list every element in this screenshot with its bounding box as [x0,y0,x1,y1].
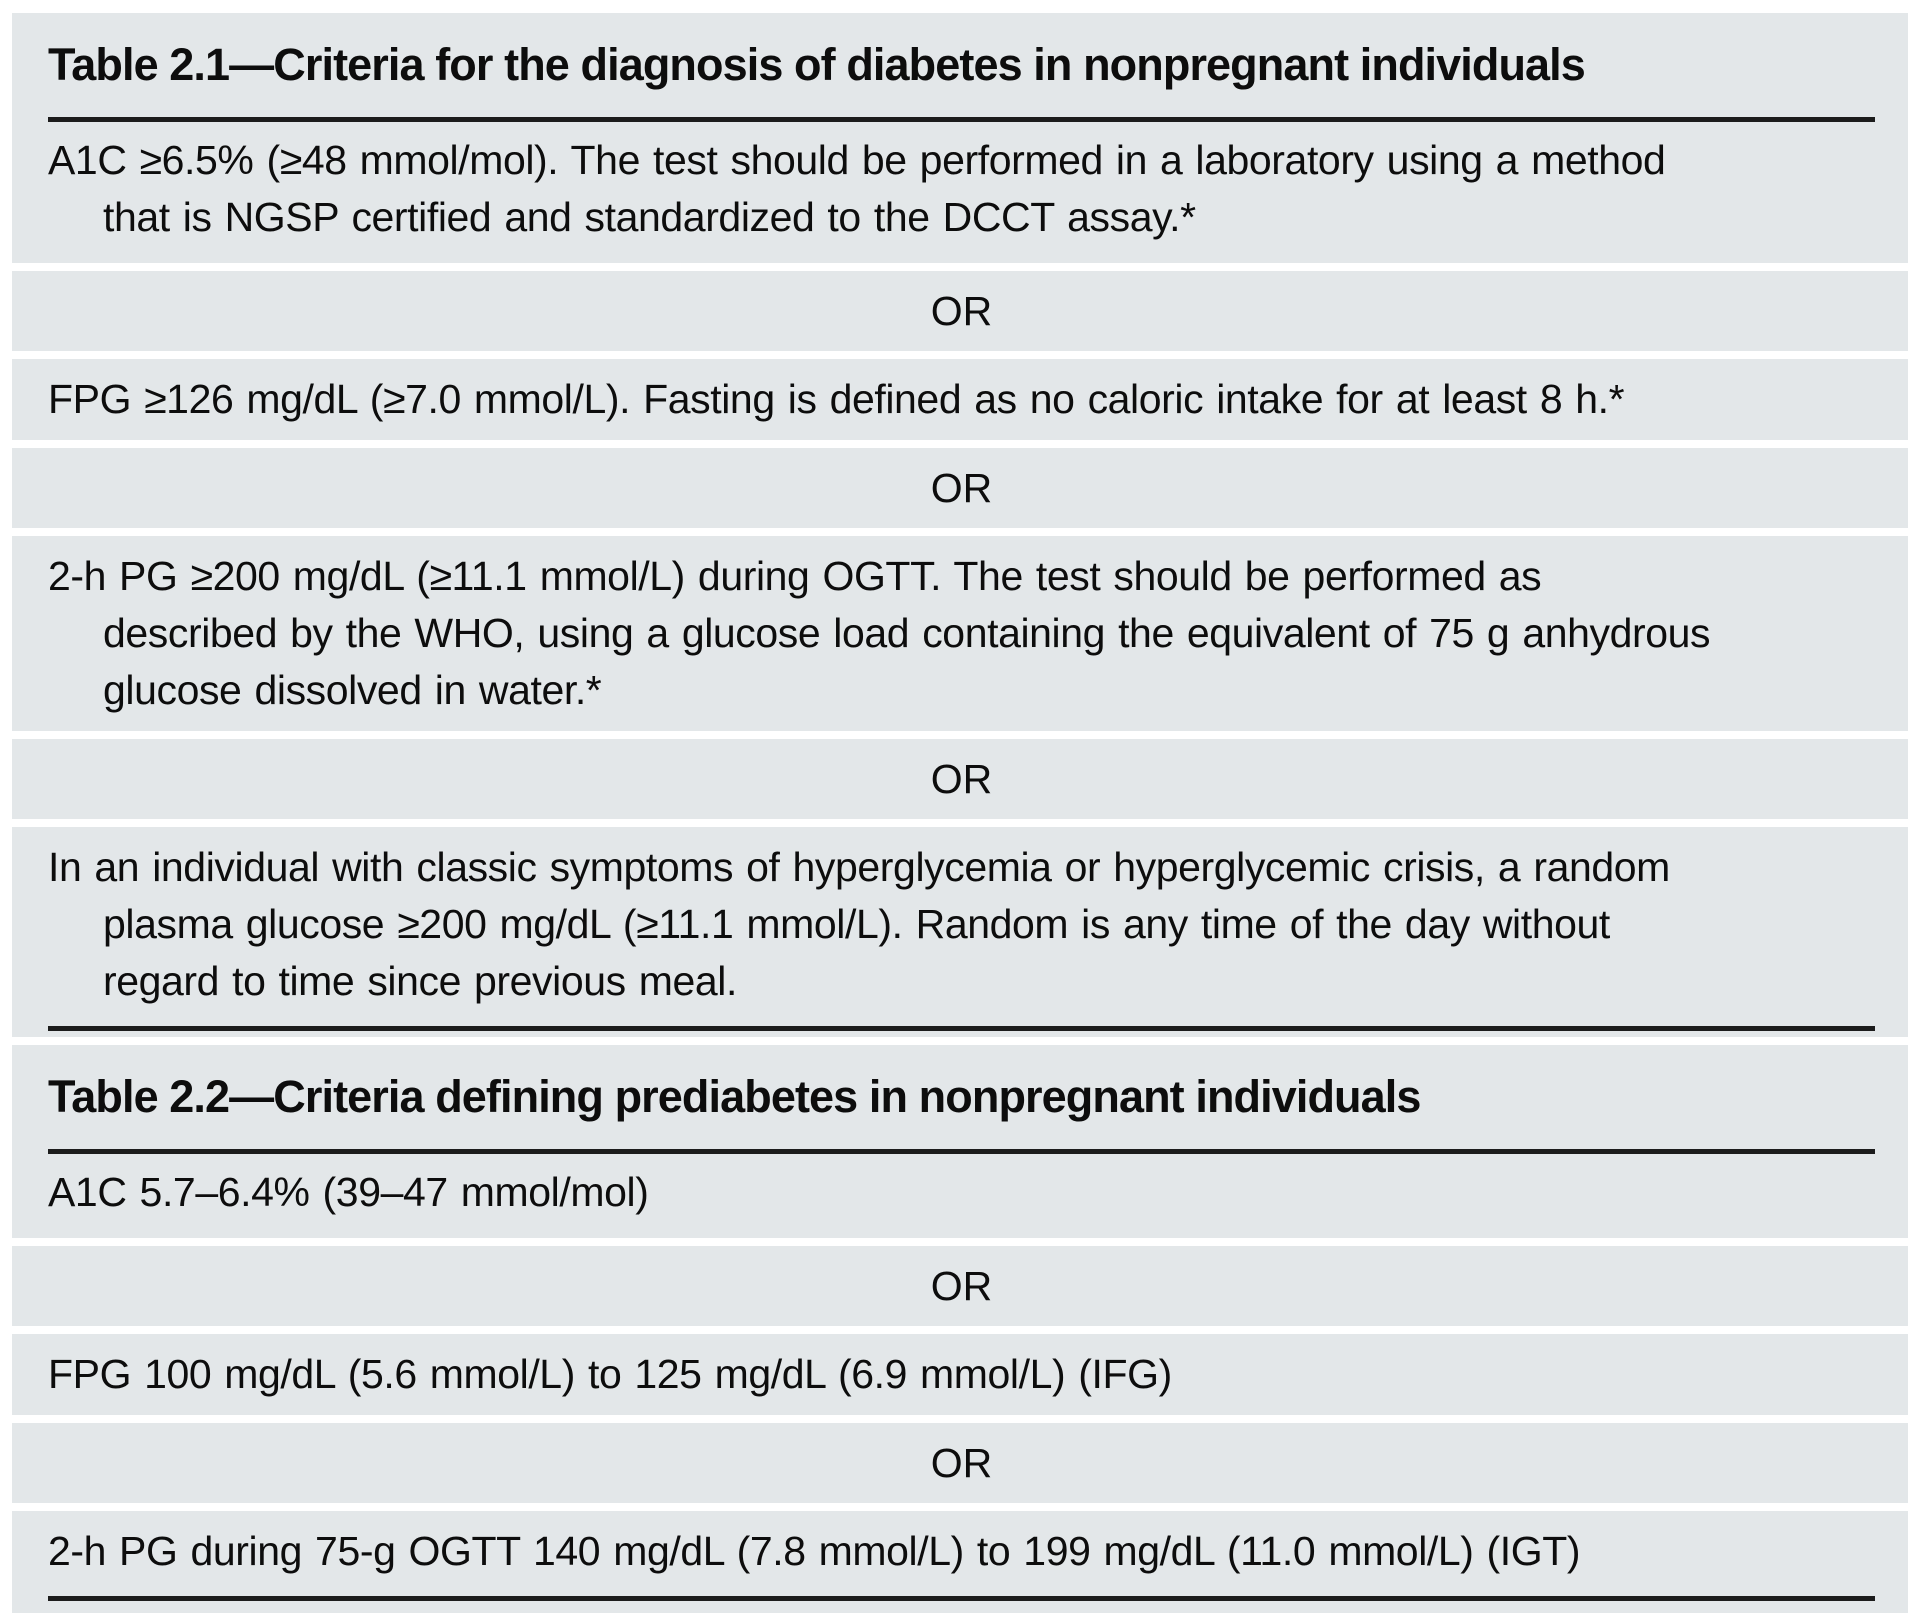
criterion-text: A1C 5.7–6.4% (39–47 mmol/mol) [48,1164,1875,1221]
criterion-line: 2-h PG during 75-g OGTT 140 mg/dL (7.8 m… [48,1528,1581,1574]
or-separator: OR [12,271,1908,351]
criterion-line: that is NGSP certified and standardized … [103,194,1196,240]
criterion-block: FPG ≥126 mg/dL (≥7.0 mmol/L). Fasting is… [12,359,1908,440]
criterion-line: In an individual with classic symptoms o… [48,844,1670,890]
criterion-text: 2-h PG during 75-g OGTT 140 mg/dL (7.8 m… [48,1523,1875,1580]
criterion-block: FPG 100 mg/dL (5.6 mmol/L) to 125 mg/dL … [12,1334,1908,1415]
criterion-text: FPG ≥126 mg/dL (≥7.0 mmol/L). Fasting is… [48,371,1875,428]
or-separator: OR [12,448,1908,528]
table-title-rule [48,117,1875,122]
table-bottom-rule [48,1026,1875,1031]
criterion-line: FPG 100 mg/dL (5.6 mmol/L) to 125 mg/dL … [48,1351,1172,1397]
criterion-text: In an individual with classic symptoms o… [48,839,1875,1010]
criterion-line: described by the WHO, using a glucose lo… [103,610,1711,656]
table-2-1: Table 2.1—Criteria for the diagnosis of … [12,13,1908,1037]
table-bottom-rule [48,1596,1875,1601]
criterion-text: FPG 100 mg/dL (5.6 mmol/L) to 125 mg/dL … [48,1346,1875,1403]
or-separator-label: OR [930,464,993,511]
criterion-block: In an individual with classic symptoms o… [12,827,1908,1037]
table-title: Table 2.2—Criteria defining prediabetes … [48,1071,1421,1122]
or-separator-label: OR [930,1439,993,1486]
table-title: Table 2.1—Criteria for the diagnosis of … [48,39,1586,90]
criterion-line: A1C 5.7–6.4% (39–47 mmol/mol) [48,1169,649,1215]
criterion-text: 2-h PG ≥200 mg/dL (≥11.1 mmol/L) during … [48,548,1875,719]
or-separator: OR [12,1423,1908,1503]
or-separator-label: OR [930,287,993,334]
criterion-line: regard to time since previous meal. [103,958,737,1004]
criterion-block: 2-h PG ≥200 mg/dL (≥11.1 mmol/L) during … [12,536,1908,731]
or-separator-label: OR [930,755,993,802]
table-header-block: Table 2.2—Criteria defining prediabetes … [12,1045,1908,1238]
criterion-line: FPG ≥126 mg/dL (≥7.0 mmol/L). Fasting is… [48,376,1625,422]
criterion-text: A1C ≥6.5% (≥48 mmol/mol). The test shoul… [48,132,1875,246]
criterion-line: 2-h PG ≥200 mg/dL (≥11.1 mmol/L) during … [48,553,1542,599]
criterion-line: plasma glucose ≥200 mg/dL (≥11.1 mmol/L)… [103,901,1610,947]
criterion-line: glucose dissolved in water.* [103,667,602,713]
table-2-2: Table 2.2—Criteria defining prediabetes … [12,1045,1908,1613]
or-separator: OR [12,739,1908,819]
criterion-line: A1C ≥6.5% (≥48 mmol/mol). The test shoul… [48,137,1666,183]
table-header-block: Table 2.1—Criteria for the diagnosis of … [12,13,1908,263]
or-separator-label: OR [930,1262,993,1309]
or-separator: OR [12,1246,1908,1326]
criterion-block: 2-h PG during 75-g OGTT 140 mg/dL (7.8 m… [12,1511,1908,1613]
table-title-rule [48,1149,1875,1154]
